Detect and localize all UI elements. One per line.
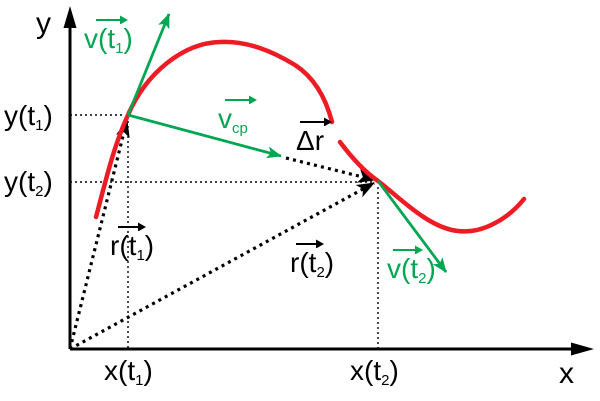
label-text: v (218, 103, 232, 134)
vector-arrow-icon (300, 117, 332, 126)
trajectory-curve-segment-1 (93, 39, 335, 220)
label-text: ) (43, 100, 53, 131)
vector-arrow-icon (225, 95, 257, 104)
label-text: ) (389, 355, 399, 386)
label-text: Δr (296, 125, 325, 156)
label-x-t1: x(t1) (104, 355, 153, 389)
label-text: ) (43, 166, 53, 197)
vector-arrow-icon (296, 239, 324, 248)
label-y-t2: y(t2) (4, 166, 53, 200)
label-text: v(t (387, 253, 419, 284)
label-subscript: 1 (136, 247, 145, 264)
x-axis-label: x (559, 358, 574, 390)
label-text: x(t (104, 355, 136, 386)
x-axis-arrow-icon (571, 342, 594, 356)
position-vector-r-t1 (68, 119, 130, 350)
label-r-t1: r(t1) (110, 220, 155, 263)
label-text: ) (143, 355, 153, 386)
vector-arrow-icon (118, 222, 146, 231)
label-text: ) (426, 253, 436, 284)
label-text: y(t (4, 166, 36, 197)
vector-arrow-icon (96, 15, 128, 24)
label-text: y(t (4, 100, 36, 131)
vector-arrow-icon (393, 245, 423, 254)
label-text: r(t (290, 247, 317, 278)
label-text: ) (324, 247, 335, 278)
y-axis-label-text: y (36, 7, 51, 40)
velocity-vector-t1 (126, 13, 171, 116)
trajectory-curve-segment-2 (337, 139, 527, 234)
label-r-t2: r(t2) (290, 237, 335, 280)
average-velocity-vector (127, 113, 282, 159)
label-subscript: 1 (35, 117, 44, 134)
label-subscript: 1 (135, 372, 144, 389)
label-subscript: 1 (115, 40, 124, 57)
label-subscript: 2 (35, 183, 44, 200)
label-v-t1: v(t1) (84, 13, 133, 56)
label-subscript: cp (232, 120, 248, 137)
label-subscript: 2 (418, 270, 427, 287)
label-text: x(t (350, 355, 382, 386)
label-subscript: 2 (381, 372, 390, 389)
label-v-average: vcp (218, 93, 257, 136)
label-y-t1: y(t1) (4, 100, 53, 134)
label-v-t2: v(t2) (387, 243, 436, 286)
velocity-vector-t2 (376, 180, 448, 273)
label-x-t2: x(t2) (350, 355, 399, 389)
x-axis-label-text: x (559, 357, 574, 390)
label-text: r(t (110, 230, 137, 261)
position-vector-r-t2 (69, 181, 375, 351)
label-text: ) (123, 23, 133, 54)
label-delta-r: Δr (296, 115, 332, 155)
label-text: v(t (84, 23, 116, 54)
y-axis-label: y (36, 8, 51, 40)
label-text: ) (144, 230, 155, 261)
displacement-vector-delta-r (285, 156, 376, 183)
label-subscript: 2 (316, 264, 325, 281)
y-axis-arrow-icon (63, 6, 77, 28)
